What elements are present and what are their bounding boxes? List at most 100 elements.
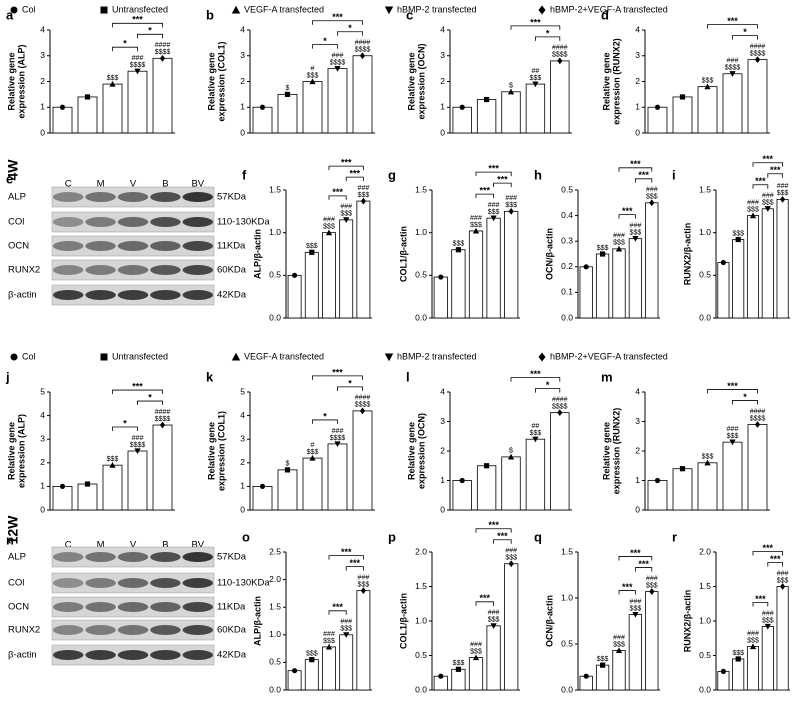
marker (284, 91, 291, 97)
bar (52, 106, 73, 134)
bracket (510, 25, 561, 30)
panel-letter: i (672, 167, 676, 182)
y-tick-label: 0.0 (415, 684, 427, 694)
bracket (493, 182, 512, 188)
significance-label: $$$ (630, 605, 642, 612)
bracket-label: *** (332, 12, 343, 22)
bar (550, 412, 570, 511)
y-tick-label: 0.0 (699, 312, 711, 322)
protein-label: OCN (8, 602, 29, 613)
blot-band (85, 265, 116, 275)
significance-label: $$$ (470, 222, 482, 229)
bar (672, 96, 693, 134)
blot-band (52, 192, 84, 202)
bracket (328, 610, 347, 615)
bracket (618, 556, 653, 561)
lane-label: M (97, 540, 105, 551)
marker (704, 83, 711, 90)
bar (722, 73, 743, 134)
y-axis-label: ALP/β-actin (252, 229, 262, 279)
marker (100, 353, 108, 361)
panel-letter: n (6, 532, 14, 547)
marker (490, 215, 497, 222)
bar (327, 443, 348, 511)
y-tick-label: 4 (240, 24, 245, 34)
y-tick-label: 3 (635, 416, 640, 426)
marker (532, 81, 539, 88)
bracket (752, 162, 783, 167)
size-label: 110-130KDa (217, 578, 270, 589)
significance-label: $$$ (613, 240, 625, 247)
significance-label: ### (488, 610, 500, 617)
y-tick-label: 4 (40, 24, 45, 34)
bar (304, 251, 319, 319)
significance-label: ### (762, 610, 774, 617)
bracket-label: *** (332, 187, 343, 197)
bar (77, 483, 98, 511)
blot-band (52, 578, 84, 588)
blot-band (117, 650, 149, 660)
blot-band (117, 578, 149, 588)
marker (259, 104, 266, 110)
marker (159, 421, 166, 429)
bracket (618, 590, 636, 595)
bar (468, 230, 484, 319)
significance-label: ### (332, 428, 344, 435)
bracket (475, 193, 494, 199)
size-label: 60KDa (217, 625, 247, 636)
bar (352, 55, 373, 134)
y-tick-label: 1.0 (561, 592, 573, 602)
significance-label: ### (488, 202, 500, 209)
lane-label: V (130, 540, 137, 551)
y-axis-label: Relative gene (601, 52, 611, 110)
marker (764, 206, 771, 212)
y-tick-label: 1 (240, 481, 245, 491)
marker (459, 477, 465, 484)
blot-band (117, 602, 149, 612)
blot-band (182, 290, 214, 300)
significance-label: ### (762, 193, 774, 200)
bar (152, 57, 173, 134)
significance-label: ### (613, 233, 625, 240)
significance-label: ### (358, 574, 370, 581)
bracket (312, 419, 338, 424)
y-tick-label: 0.5 (269, 657, 281, 667)
bar (77, 96, 98, 134)
y-tick-label: 0.0 (561, 684, 573, 694)
bracket (707, 24, 758, 29)
bracket (707, 389, 758, 394)
marker (507, 88, 515, 95)
bracket-label: *** (763, 543, 774, 553)
y-tick-label: 0.5 (269, 270, 281, 280)
marker (749, 643, 757, 650)
lane-label: C (65, 179, 72, 190)
bracket (312, 20, 363, 25)
significance-label: ### (340, 204, 352, 211)
bar (252, 106, 273, 134)
marker (472, 654, 480, 661)
significance-label: $$$$ (552, 403, 568, 410)
marker (455, 247, 461, 253)
bracket (510, 377, 561, 382)
significance-label: ### (747, 199, 759, 206)
bar (747, 424, 768, 511)
significance-label: $$$ (732, 650, 744, 657)
blot-band (150, 602, 181, 612)
lane-label: M (97, 179, 105, 190)
marker (459, 104, 465, 110)
y-tick-label: 3 (240, 433, 245, 443)
panel-letter: g (388, 167, 396, 182)
bracket (137, 33, 163, 39)
y-tick-label: 4 (240, 410, 245, 420)
marker (343, 632, 350, 638)
significance-label: $$$ (747, 637, 759, 644)
bracket (752, 602, 769, 607)
y-axis-label: COL1/β-actin (398, 593, 408, 649)
significance-label: ### (646, 187, 658, 194)
significance-label: ### (505, 548, 517, 555)
significance-label: $$$ (488, 209, 500, 216)
legend-label: VEGF-A transfected (244, 351, 324, 361)
bar (287, 274, 302, 319)
blot-band (117, 192, 149, 202)
bar (452, 106, 472, 134)
